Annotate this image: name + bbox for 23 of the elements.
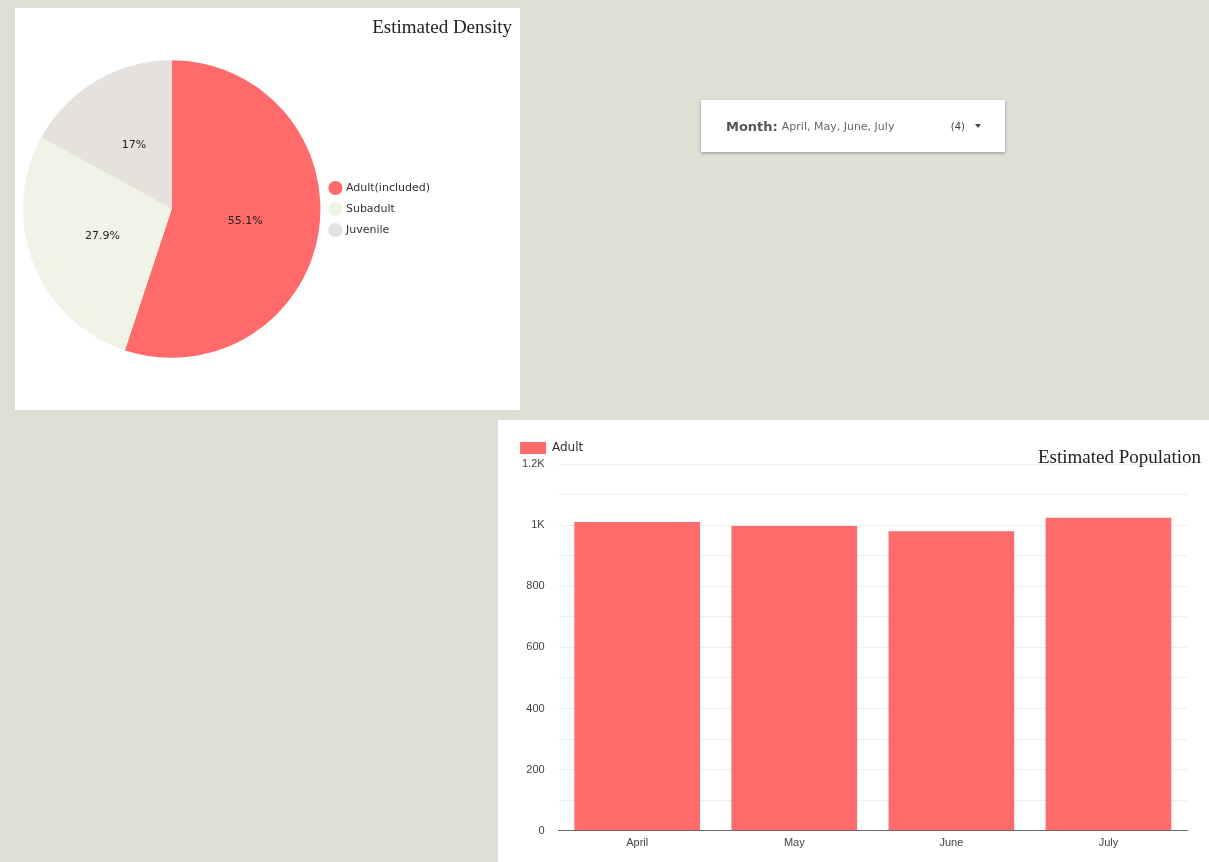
y-tick-label: 1K (531, 518, 546, 531)
data-label: 55.1% (227, 213, 263, 227)
x-tick-label: May (783, 836, 806, 849)
legend-label: Juvenile (344, 222, 390, 236)
text: (4) (950, 120, 965, 132)
y-tick-label: 1.2K (521, 457, 546, 470)
data-label: 17% (121, 137, 147, 151)
x-tick-label: June (939, 836, 964, 849)
text: April, May, June, July (781, 119, 895, 133)
y-tick-label: 400 (526, 701, 545, 714)
y-tick-label: 0 (538, 823, 545, 836)
x-tick-label: April (626, 836, 649, 849)
data-label: 27.9% (85, 229, 120, 243)
text: Month: (726, 118, 778, 134)
chart-title: Estimated Population (1037, 446, 1201, 468)
y-tick-label: 200 (526, 762, 545, 775)
legend-label: Adult (552, 440, 584, 455)
chart-title: Estimated Density (372, 16, 512, 38)
legend-label: Subadult (345, 201, 396, 215)
legend-label: Adult(included) (345, 180, 430, 194)
y-tick-label: 800 (526, 579, 545, 592)
y-tick-label: 600 (526, 640, 545, 653)
x-tick-label: July (1098, 836, 1119, 849)
